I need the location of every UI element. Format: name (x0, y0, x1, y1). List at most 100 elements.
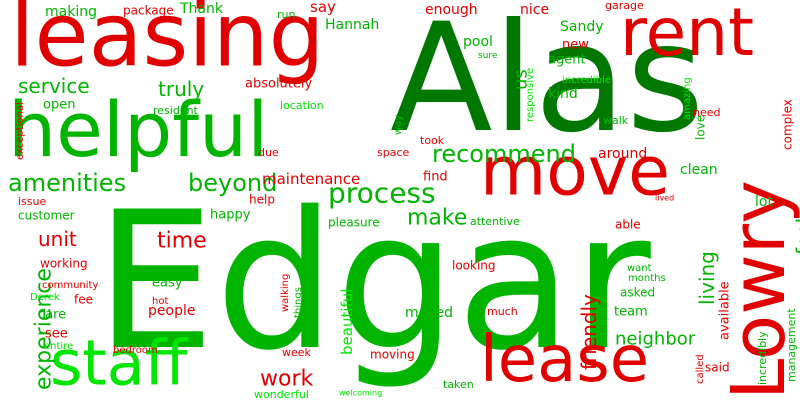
word-want: want (627, 263, 652, 274)
word-exceptional: exceptional (15, 102, 26, 160)
word-garage: garage (605, 0, 644, 12)
word-lease: lease (480, 323, 649, 397)
word-making: making (45, 4, 97, 20)
word-enough: enough (425, 2, 478, 18)
word-week: week (282, 346, 312, 359)
word-wonderful: wonderful (254, 388, 309, 400)
word-alas: Alas (390, 0, 704, 166)
word-work: work (260, 367, 313, 392)
word-responsive: responsive (525, 68, 536, 122)
word-said: said (705, 361, 730, 375)
word-living: living (695, 251, 719, 305)
word-open: open (43, 97, 75, 112)
word-package: package (123, 4, 174, 18)
word-lived: lived (655, 193, 674, 202)
word-feel: feel (792, 218, 800, 255)
word-moving: moving (370, 348, 415, 362)
word-hannah: Hannah (325, 17, 379, 33)
word-need: need (693, 106, 721, 119)
word-moved: moved (405, 305, 453, 321)
word-sure: sure (478, 51, 498, 61)
word-make: make (407, 206, 467, 231)
word-clean: clean (680, 162, 718, 178)
word-happy: happy (210, 207, 251, 222)
word-agent: agent (548, 52, 586, 67)
word-sandy: Sandy (560, 19, 604, 35)
word-nice: nice (520, 2, 549, 18)
word-leasing: leasing (10, 0, 324, 86)
word-helpful: helpful (8, 85, 268, 174)
word-process: process (328, 176, 436, 209)
word-experience: experience (32, 268, 57, 390)
word-entire: entire (44, 341, 73, 352)
word-welcoming: welcoming (339, 388, 382, 397)
word-move: move (480, 132, 670, 211)
word-recommend: recommend (432, 140, 576, 168)
word-amenities: amenities (8, 169, 126, 197)
word-resident: resident (153, 104, 199, 117)
word-unit: unit (38, 227, 77, 251)
word-bedroom: bedroom (113, 345, 158, 356)
word-issue: issue (18, 195, 46, 208)
word-took: took (420, 134, 445, 147)
word-absolutely: absolutely (245, 76, 313, 91)
word-maintenance: maintenance (262, 170, 360, 188)
word-management: management (785, 308, 798, 382)
word-customer: customer (18, 209, 75, 223)
word-beyond: beyond (188, 169, 277, 197)
word-beautiful: beautiful (338, 289, 356, 355)
word-working: working (40, 257, 88, 271)
word-pool: pool (463, 34, 493, 50)
word-fee: fee (74, 293, 93, 307)
word-team: team (614, 304, 648, 319)
word-time: time (157, 229, 207, 254)
word-location: location (280, 99, 324, 112)
word-run: run (277, 8, 295, 21)
word-find: find (423, 169, 448, 184)
word-rent: rent (620, 0, 754, 71)
word-thank: Thank (179, 1, 224, 17)
word-truly: truly (158, 77, 204, 101)
word-complex: complex (781, 99, 795, 150)
word-people: people (148, 303, 195, 319)
word-help: help (249, 193, 275, 207)
word-derek: Derek (30, 292, 60, 303)
word-lot: lot (755, 194, 773, 210)
word-called: called (695, 354, 706, 384)
word-incredibly: incredibly (756, 331, 769, 385)
word-pleasure: pleasure (328, 216, 380, 230)
word-attentive: attentive (470, 215, 520, 228)
word-easy: easy (152, 275, 183, 290)
word-due: due (258, 146, 279, 159)
word-able: able (615, 218, 641, 232)
word-say: say (310, 0, 336, 16)
word-walking: walking (280, 274, 291, 312)
word-looking: looking (452, 259, 496, 273)
word-available: available (717, 281, 732, 340)
word-taken: taken (443, 378, 474, 391)
word-space: space (377, 146, 410, 159)
word-love: love (694, 115, 708, 140)
word-around: around (598, 146, 647, 162)
word-neighbor: neighbor (615, 328, 696, 349)
word-staff: staff (50, 327, 189, 400)
word-months: months (628, 273, 666, 284)
word-walk: walk (603, 114, 629, 127)
word-things: things (293, 287, 304, 318)
word-amazing: amazing (682, 77, 693, 120)
word-lowry: Lowry (716, 180, 800, 400)
word-see: see (45, 326, 68, 341)
word-much: much (487, 305, 518, 318)
word-edgar: Edgar (95, 171, 652, 392)
word-community: community (42, 280, 98, 291)
word-asked: asked (620, 286, 655, 300)
word-incredible: incredible (562, 75, 611, 86)
word-kind: kind (548, 86, 578, 102)
word-service: service (18, 74, 90, 98)
word-hot: hot (152, 296, 168, 307)
word-new: new (562, 37, 589, 52)
word-us: us (510, 69, 531, 90)
word-way: way (393, 115, 404, 135)
